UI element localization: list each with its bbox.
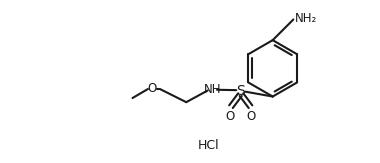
Text: NH: NH [204, 82, 221, 96]
Text: NH₂: NH₂ [295, 12, 317, 25]
Text: S: S [236, 84, 245, 98]
Text: O: O [148, 82, 157, 95]
Text: HCl: HCl [198, 139, 220, 152]
Text: O: O [226, 110, 235, 123]
Text: O: O [247, 110, 256, 123]
